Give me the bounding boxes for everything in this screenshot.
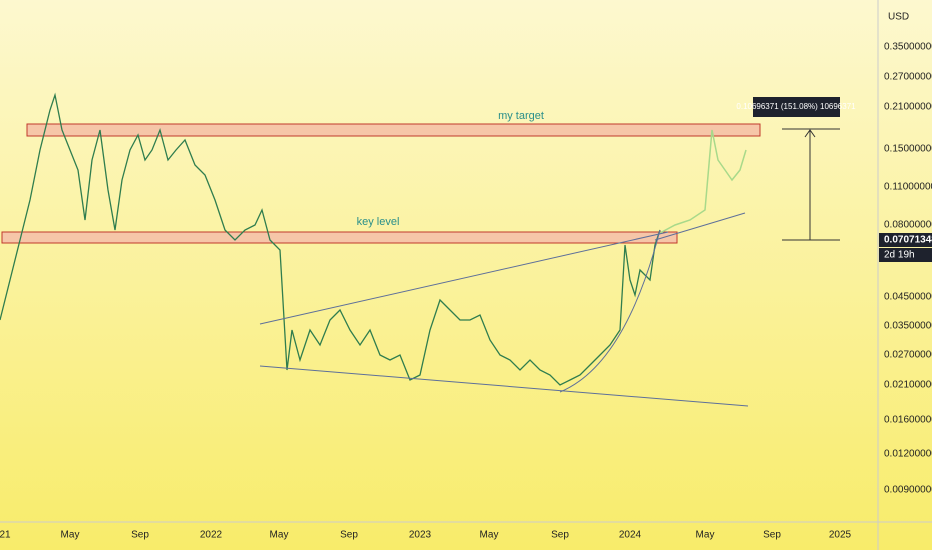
curve <box>559 229 661 393</box>
time-label: Sep <box>131 530 149 541</box>
time-label: May <box>270 530 289 541</box>
countdown: 2d 19h <box>884 250 915 261</box>
price-label: 0.27000000 <box>884 72 932 83</box>
key-level-label: key level <box>357 216 400 228</box>
breakout-line <box>654 212 746 241</box>
price-label: 0.02700000 <box>884 350 932 361</box>
price-label: 0.21000000 <box>884 102 932 113</box>
current-price: 0.07071348 <box>884 235 932 246</box>
time-label: 2022 <box>200 530 223 541</box>
target-label: my target <box>498 110 544 122</box>
time-label: 21 <box>0 530 11 541</box>
measure-box <box>753 97 840 117</box>
time-label: 2025 <box>829 530 852 541</box>
time-label: Sep <box>551 530 569 541</box>
price-label: 0.11000000 <box>884 182 932 193</box>
time-label: 2024 <box>619 530 642 541</box>
key-level-zone <box>1 231 678 244</box>
price-label: 0.02100000 <box>884 380 932 391</box>
time-label: Sep <box>763 530 781 541</box>
price-label: 0.08000000 <box>884 220 932 231</box>
price-label: 0.04500000 <box>884 292 932 303</box>
price-label: 0.15000000 <box>884 144 932 155</box>
resistance-trendline <box>259 231 669 325</box>
price-path <box>0 92 661 386</box>
measure-text: 0.10696371 (151.08%) 10696371 <box>736 102 856 111</box>
projection-path <box>659 129 747 234</box>
target-zone <box>26 123 761 137</box>
countdown-box <box>879 248 932 262</box>
time-label: 2023 <box>409 530 432 541</box>
currency: USD <box>888 12 909 23</box>
price-label: 0.01600000 <box>884 415 932 426</box>
time-label: Sep <box>340 530 358 541</box>
price-label: 0.35000000 <box>884 42 932 53</box>
support-trendline <box>259 365 749 407</box>
time-label: May <box>696 530 715 541</box>
measure-arrowhead <box>804 129 816 138</box>
price-label: 0.03500000 <box>884 321 932 332</box>
time-label: May <box>480 530 499 541</box>
price-label: 0.01200000 <box>884 449 932 460</box>
price-label: 0.00900000 <box>884 485 932 496</box>
time-label: May <box>61 530 80 541</box>
price-box <box>879 233 932 247</box>
